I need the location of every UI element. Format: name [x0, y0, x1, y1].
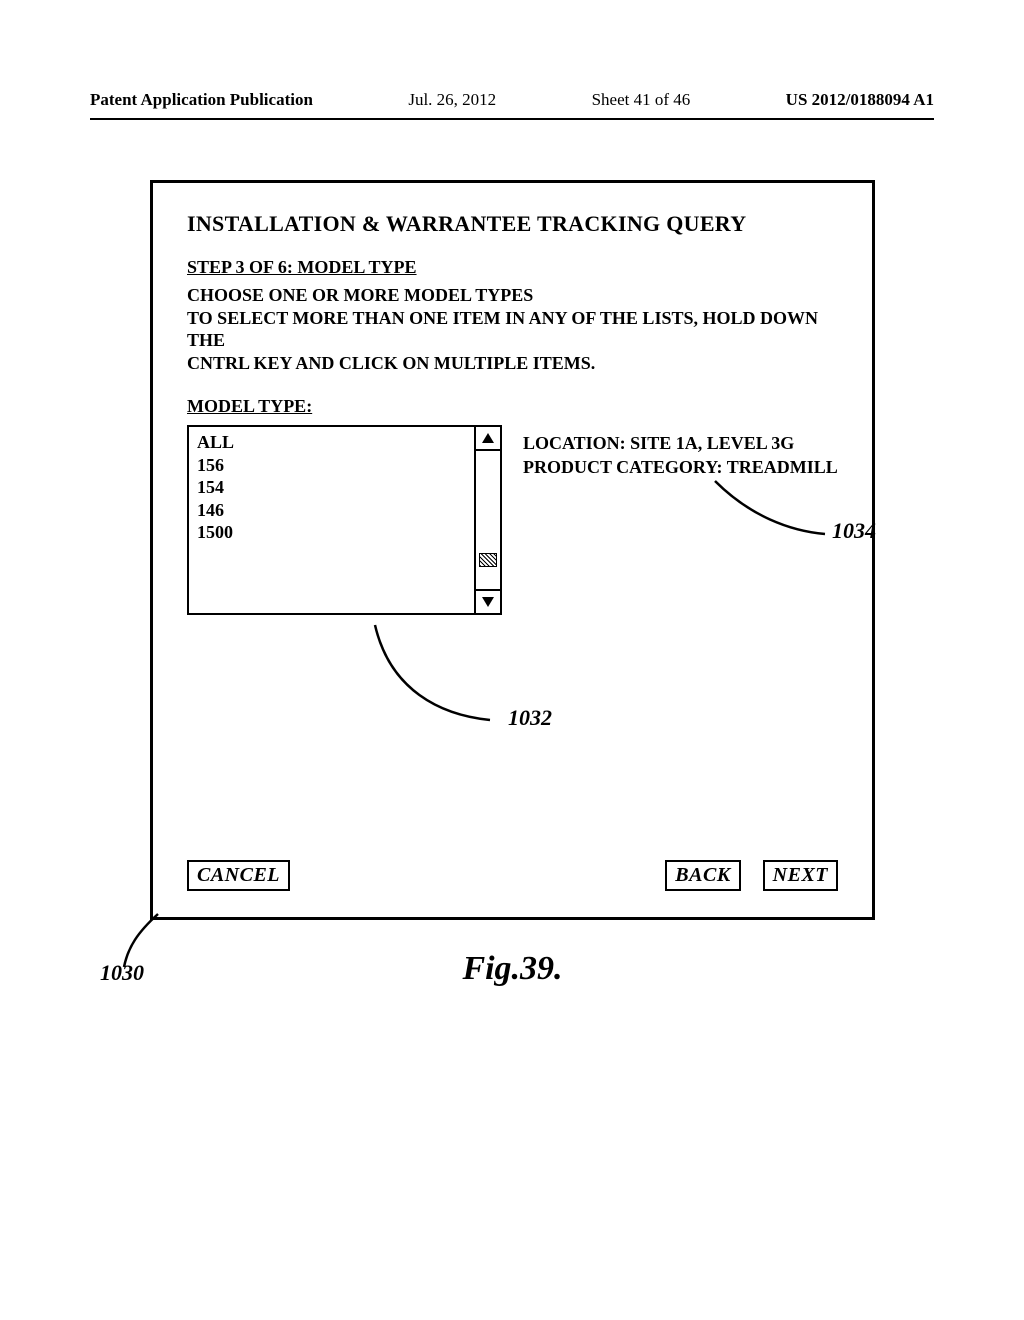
model-type-listbox[interactable]: ALL 156 154 146 1500 — [187, 425, 502, 615]
back-button[interactable]: BACK — [665, 860, 740, 891]
publication-type: Patent Application Publication — [90, 90, 313, 110]
step-label: STEP 3 OF 6: MODEL TYPE — [187, 257, 838, 278]
list-item[interactable]: 156 — [197, 454, 234, 477]
sheet-number: Sheet 41 of 46 — [592, 90, 691, 110]
figure-caption: Fig.39. — [150, 950, 875, 988]
dialog-title: INSTALLATION & WARRANTEE TRACKING QUERY — [187, 211, 838, 237]
ref-1034: 1034 — [832, 518, 876, 544]
callout-curve-1032 — [370, 620, 500, 740]
dialog-window: INSTALLATION & WARRANTEE TRACKING QUERY … — [150, 180, 875, 920]
header-rule — [90, 118, 934, 120]
scroll-up-button[interactable] — [476, 427, 500, 451]
figure-area: INSTALLATION & WARRANTEE TRACKING QUERY … — [150, 180, 875, 1000]
context-block: LOCATION: SITE 1A, LEVEL 3G PRODUCT CATE… — [523, 431, 838, 480]
context-location: LOCATION: SITE 1A, LEVEL 3G — [523, 431, 838, 455]
instructions-line-1: CHOOSE ONE OR MORE MODEL TYPES — [187, 284, 838, 307]
publication-date: Jul. 26, 2012 — [408, 90, 496, 110]
cancel-button[interactable]: CANCEL — [187, 860, 290, 891]
nav-group: BACK NEXT — [665, 860, 838, 891]
list-item[interactable]: 1500 — [197, 521, 234, 544]
list-item[interactable]: 146 — [197, 499, 234, 522]
instructions-line-2: TO SELECT MORE THAN ONE ITEM IN ANY OF T… — [187, 307, 838, 352]
scrollbar-thumb[interactable] — [479, 553, 497, 567]
page-header: Patent Application Publication Jul. 26, … — [90, 90, 934, 110]
ref-1030: 1030 — [100, 960, 144, 986]
instructions-line-3: CNTRL KEY AND CLICK ON MULTIPLE ITEMS. — [187, 352, 838, 375]
next-button[interactable]: NEXT — [763, 860, 838, 891]
list-item[interactable]: ALL — [197, 431, 234, 454]
ref-1032: 1032 — [508, 705, 552, 731]
scroll-down-button[interactable] — [476, 589, 500, 613]
model-type-label: MODEL TYPE: — [187, 396, 838, 417]
triangle-down-icon — [481, 596, 495, 608]
listbox-scrollbar[interactable] — [474, 427, 500, 613]
list-item[interactable]: 154 — [197, 476, 234, 499]
dialog-content: INSTALLATION & WARRANTEE TRACKING QUERY … — [153, 183, 872, 917]
publication-number: US 2012/0188094 A1 — [786, 90, 934, 110]
button-row: CANCEL BACK NEXT — [187, 860, 838, 891]
page: Patent Application Publication Jul. 26, … — [0, 0, 1024, 1320]
model-type-list-items: ALL 156 154 146 1500 — [197, 431, 234, 544]
triangle-up-icon — [481, 432, 495, 444]
callout-curve-1034 — [710, 476, 830, 546]
